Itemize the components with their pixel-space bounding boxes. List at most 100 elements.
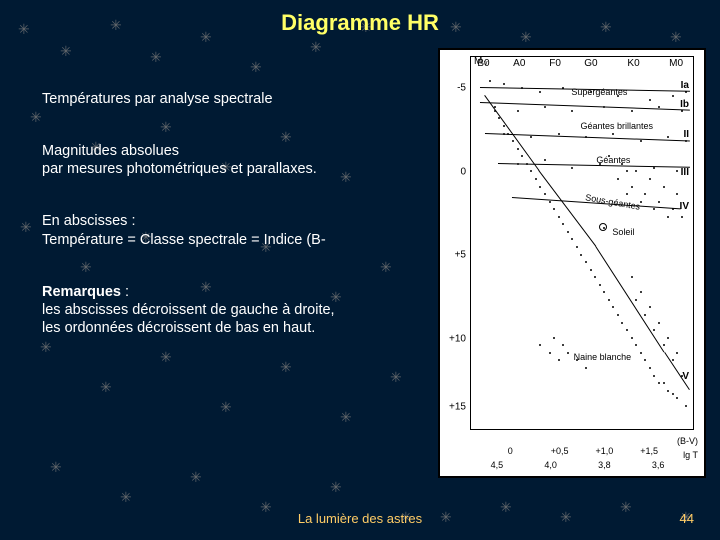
text-line: Magnitudes absolues — [42, 143, 179, 159]
bv-tick-label: +1,0 — [596, 446, 614, 456]
luminosity-class-label: III — [681, 167, 689, 178]
data-point — [594, 276, 596, 278]
text-line: par mesures photométriques et parallaxes… — [42, 161, 317, 177]
data-point — [635, 299, 637, 301]
region-label: Supergéantes — [571, 87, 627, 97]
star-icon: ✳ — [190, 470, 202, 484]
text-line: Température = Classe spectrale = Indice … — [42, 232, 326, 248]
data-point — [672, 95, 674, 97]
region-label: Sous-géantes — [585, 192, 641, 211]
plot-area: SupergéantesGéantes brillantesGéantesSou… — [470, 56, 694, 430]
data-point — [549, 201, 551, 203]
data-point — [672, 208, 674, 210]
data-point — [603, 291, 605, 293]
data-point — [663, 186, 665, 188]
data-point — [626, 193, 628, 195]
hr-diagram: M v -50+5+10+15 B0A0F0G0K0M0 Supergéante… — [438, 48, 706, 478]
data-point — [658, 382, 660, 384]
data-point — [549, 352, 551, 354]
data-point — [667, 390, 669, 392]
data-point — [567, 352, 569, 354]
data-point — [608, 299, 610, 301]
data-point — [658, 201, 660, 203]
data-point — [576, 246, 578, 248]
data-point — [489, 80, 491, 82]
star-icon: ✳ — [20, 220, 32, 234]
data-point — [676, 193, 678, 195]
data-point — [585, 261, 587, 263]
y-tick-label: +5 — [455, 250, 466, 261]
y-axis-ticks: -50+5+10+15 — [444, 50, 468, 430]
diagram-curve — [539, 170, 597, 246]
data-point — [617, 314, 619, 316]
data-point — [544, 193, 546, 195]
data-point — [580, 254, 582, 256]
star-icon: ✳ — [60, 44, 72, 58]
star-icon: ✳ — [100, 380, 112, 394]
data-point — [512, 140, 514, 142]
data-point — [649, 99, 651, 101]
data-point — [521, 87, 523, 89]
data-point — [562, 344, 564, 346]
data-point — [644, 314, 646, 316]
data-point — [631, 337, 633, 339]
data-point — [562, 223, 564, 225]
data-point — [640, 140, 642, 142]
text-line: les abscisses décroissent de gauche à dr… — [42, 302, 335, 318]
data-point — [558, 216, 560, 218]
data-point — [649, 306, 651, 308]
sun-marker-icon — [599, 223, 607, 231]
data-point — [676, 170, 678, 172]
data-point — [539, 91, 541, 93]
data-point — [649, 178, 651, 180]
data-point — [640, 291, 642, 293]
data-point — [530, 170, 532, 172]
data-point — [663, 382, 665, 384]
data-point — [653, 329, 655, 331]
data-point — [644, 193, 646, 195]
data-point — [585, 136, 587, 138]
data-point — [521, 155, 523, 157]
data-point — [571, 167, 573, 169]
data-point — [658, 322, 660, 324]
star-icon: ✳ — [220, 400, 232, 414]
data-point — [603, 106, 605, 108]
paragraph: En abscisses : Température = Classe spec… — [42, 212, 422, 248]
data-point — [649, 367, 651, 369]
data-point — [676, 352, 678, 354]
bv-axis-label: (B-V) — [677, 436, 698, 446]
luminosity-class-label: II — [683, 129, 689, 140]
data-point — [530, 136, 532, 138]
data-point — [517, 110, 519, 112]
data-point — [539, 186, 541, 188]
footer-caption: La lumière des astres — [0, 511, 720, 526]
data-point — [667, 216, 669, 218]
data-point — [558, 133, 560, 135]
bv-tick-label: 0 — [508, 446, 513, 456]
data-point — [544, 106, 546, 108]
data-point — [626, 329, 628, 331]
lgt-axis-label: lg T — [683, 450, 698, 460]
data-point — [517, 148, 519, 150]
data-point — [503, 83, 505, 85]
star-icon: ✳ — [30, 110, 42, 124]
y-tick-label: -5 — [457, 83, 466, 94]
data-point — [685, 405, 687, 407]
data-point — [626, 170, 628, 172]
y-tick-label: 0 — [460, 166, 466, 177]
data-point — [585, 367, 587, 369]
lgt-tick-label: 3,6 — [652, 460, 665, 470]
star-icon: ✳ — [340, 410, 352, 424]
data-point — [621, 322, 623, 324]
star-icon: ✳ — [390, 370, 402, 384]
data-point — [526, 163, 528, 165]
data-point — [631, 110, 633, 112]
star-icon: ✳ — [150, 50, 162, 64]
luminosity-class-label: Ia — [681, 80, 689, 91]
lgt-tick-label: 3,8 — [598, 460, 611, 470]
data-point — [667, 136, 669, 138]
data-point — [672, 393, 674, 395]
luminosity-class-label: IV — [680, 201, 689, 212]
star-icon: ✳ — [50, 460, 62, 474]
data-point — [494, 106, 496, 108]
